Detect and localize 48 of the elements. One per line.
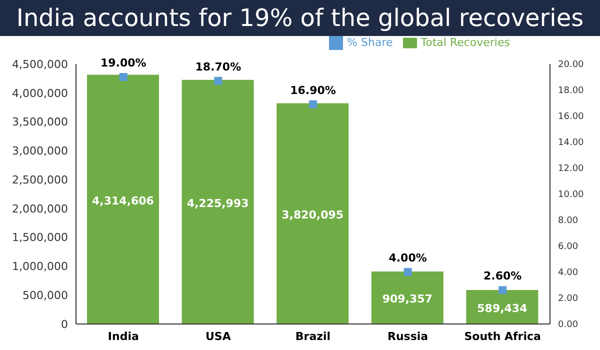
- bar: [87, 74, 159, 324]
- y2-tick-label: 2.00: [558, 294, 578, 304]
- y2-tick-label: 12.00: [558, 164, 584, 174]
- x-tick-label: Brazil: [295, 330, 331, 343]
- x-tick-label: Russia: [388, 330, 428, 343]
- data-label: 909,357: [382, 292, 432, 306]
- y2-tick-label: 16.00: [558, 112, 584, 122]
- point: [404, 268, 412, 276]
- y-tick-label: 3,000,000: [12, 144, 68, 158]
- y2-tick-label: 8.00: [558, 216, 578, 226]
- data-label: 16.90%: [290, 84, 336, 97]
- y-tick-label: 2,500,000: [12, 173, 68, 186]
- data-label: 4,314,606: [92, 194, 154, 208]
- x-tick-label: USA: [206, 330, 232, 343]
- point: [214, 76, 222, 85]
- point: [309, 100, 317, 108]
- y2-tick-label: 14.00: [558, 138, 584, 148]
- legend-label: Total Recoveries: [420, 36, 510, 50]
- y2-tick-label: 6.00: [558, 242, 578, 252]
- point: [119, 73, 128, 81]
- y-tick-label: 4,000,000: [12, 86, 68, 100]
- x-tick-label: India: [108, 330, 139, 343]
- y-tick-label: 1,000,000: [12, 260, 68, 274]
- y2-tick-label: 18.00: [558, 86, 584, 96]
- data-label: 4.00%: [388, 251, 427, 264]
- y-tick-label: 0: [61, 318, 68, 331]
- y-tick-label: 4,500,000: [12, 58, 68, 71]
- y-tick-label: 2,000,000: [12, 202, 68, 216]
- y2-tick-label: 0.00: [558, 320, 578, 330]
- data-label: 18.70%: [195, 60, 242, 74]
- data-label: 2.60%: [484, 270, 522, 283]
- bar: [371, 271, 444, 324]
- y2-tick-label: 4.00: [558, 268, 578, 278]
- y-tick-label: 3,500,000: [12, 116, 68, 129]
- y-tick-label: 1,500,000: [12, 231, 68, 244]
- y2-tick-label: 20.00: [558, 60, 584, 70]
- point: [498, 286, 507, 294]
- bar: [276, 103, 349, 324]
- bar: [182, 80, 254, 324]
- data-label: 589,434: [477, 302, 528, 315]
- chart-title: India accounts for 19% of the global recoveries: [0, 0, 600, 36]
- x-tick-label: South Africa: [464, 330, 541, 343]
- data-label: 3,820,095: [282, 208, 344, 222]
- data-label: 4,225,993: [186, 196, 249, 210]
- y2-tick-label: 10.00: [558, 190, 584, 200]
- legend-label: % Share: [347, 36, 393, 50]
- y-tick-label: 500,000: [22, 289, 68, 302]
- data-label: 19.00%: [100, 56, 146, 70]
